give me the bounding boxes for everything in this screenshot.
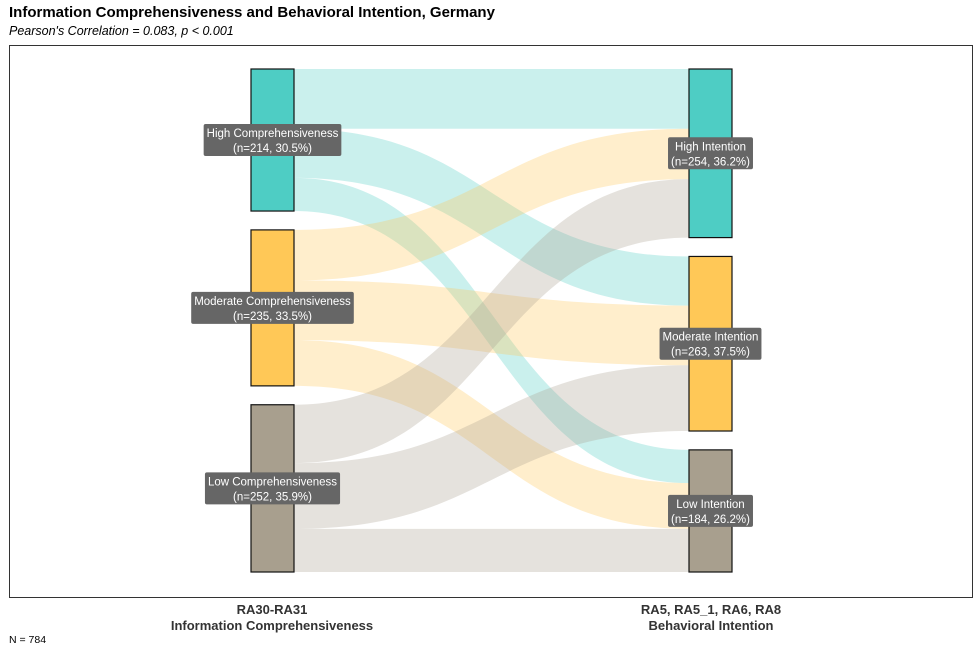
label-layer: High Comprehensiveness (n=214, 30.5%) Mode…: [191, 124, 762, 527]
right-node-label-box-mi: [659, 327, 762, 360]
right-node-name-hi: High Intention: [675, 141, 746, 153]
axis-label-right: RA5, RA5_1, RA6, RA8 Behavioral Intentio…: [561, 602, 861, 634]
axis-right-name: Behavioral Intention: [648, 618, 774, 633]
left-node-count-mc: (n=235, 33.5%): [233, 311, 312, 323]
left-node-label-hc: High Comprehensiveness (n=214, 30.5%): [203, 124, 342, 157]
axis-label-left: RA30-RA31 Information Comprehensiveness: [122, 602, 422, 634]
left-node-name-mc: Moderate Comprehensiveness: [194, 296, 351, 308]
right-node-label-li: Low Intention (n=184, 26.2%): [668, 494, 753, 527]
right-node-label-box-hi: [668, 137, 753, 170]
flow-hc-to-li: [294, 177, 689, 484]
left-node-label-box-mc: [191, 291, 354, 324]
right-node-label-hi: High Intention (n=254, 36.2%): [668, 137, 753, 170]
right-node-label-box-li: [668, 494, 753, 527]
right-node-count-mi: (n=263, 37.5%): [671, 347, 750, 359]
chart-subtitle: Pearson's Correlation = 0.083, p < 0.001: [9, 24, 234, 38]
right-node-label-mi: Moderate Intention (n=263, 37.5%): [659, 327, 762, 360]
right-node-name-mi: Moderate Intention: [663, 332, 759, 344]
flow-lc-to-li: [294, 528, 689, 572]
left-node-label-mc: Moderate Comprehensiveness (n=235, 33.5%): [191, 291, 354, 324]
flow-lc-to-mi: [294, 365, 689, 529]
flow-layer: [294, 69, 689, 572]
axis-right-code: RA5, RA5_1, RA6, RA8: [640, 602, 782, 617]
plot-frame: [9, 45, 973, 598]
left-node-name-lc: Low Comprehensiveness: [208, 476, 337, 488]
left-node-count-lc: (n=252, 35.9%): [233, 491, 312, 503]
flow-lc-to-hi: [294, 179, 689, 464]
left-node-count-hc: (n=214, 30.5%): [233, 143, 312, 155]
flow-hc-to-mi: [294, 128, 689, 306]
sample-size-note: N = 784: [9, 634, 47, 646]
chart-title: Information Comprehensiveness and Behavi…: [9, 4, 495, 21]
left-node-label-box-lc: [204, 472, 341, 505]
right-node-name-li: Low Intention: [676, 499, 744, 511]
left-node-label-box-hc: [203, 124, 342, 157]
flow-hc-to-hi: [294, 69, 689, 129]
axis-left-name: Information Comprehensiveness: [170, 618, 374, 633]
flow-mc-to-mi: [294, 280, 689, 366]
right-node-count-li: (n=184, 26.2%): [671, 514, 750, 526]
flow-mc-to-hi: [294, 128, 689, 281]
left-node-name-hc: High Comprehensiveness: [207, 128, 339, 140]
flow-mc-to-li: [294, 340, 689, 529]
left-node-label-lc: Low Comprehensiveness (n=252, 35.9%): [204, 472, 341, 505]
right-node-count-hi: (n=254, 36.2%): [671, 156, 750, 168]
axis-left-code: RA30-RA31: [236, 602, 308, 617]
